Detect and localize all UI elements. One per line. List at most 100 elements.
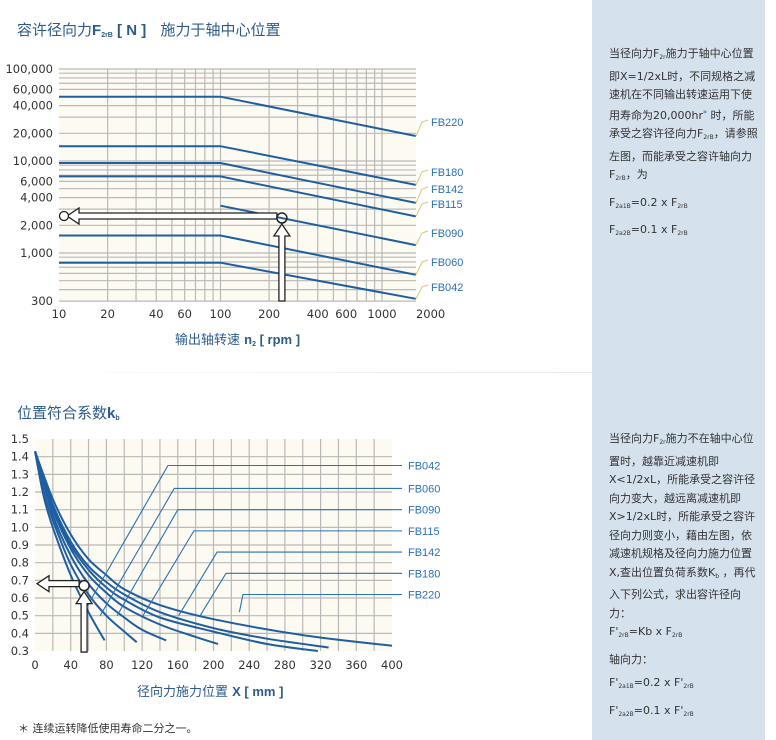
leader-line [116, 509, 402, 616]
text-segment: =0.1 x F' [633, 703, 684, 717]
leader-line [415, 259, 429, 275]
n-subscript: 2 [252, 341, 256, 348]
subscript-text: 2rB [683, 683, 694, 690]
leader-line [86, 464, 402, 608]
series-curve-fb220 [34, 451, 393, 647]
y-tick-label: 1.2 [11, 485, 29, 499]
text-segment: 当径向力F [609, 47, 660, 60]
series-line-fb090 [220, 204, 416, 247]
x-tick-label: 240 [238, 658, 260, 672]
series-line-fb115 [59, 175, 417, 218]
leader-line [415, 201, 429, 217]
title-symbol: F2rB [ N ] [92, 22, 146, 39]
leader-line [415, 169, 429, 186]
arrow-up-icon [272, 222, 292, 302]
n-symbol: n [244, 332, 253, 347]
text-segment: 当径向力F [609, 432, 660, 445]
subscript-text: 2a2B [615, 230, 631, 237]
xlabel-symbol: X [ mm ] [232, 684, 284, 699]
series-curve-fb115 [34, 451, 219, 645]
y-tick-label: 100,000 [5, 62, 53, 76]
x-tick-label: 280 [274, 658, 296, 672]
x-tick-label: 40 [149, 307, 164, 321]
y-tick-label: 0.5 [11, 609, 29, 623]
x-tick-label: 320 [310, 658, 332, 672]
x-tick-label: 360 [345, 658, 367, 672]
y-tick-label: 2,000 [20, 218, 53, 232]
arrow-left-icon [35, 574, 80, 593]
text-segment: ，再代入下列公式，求出容许径向力： [609, 565, 756, 620]
xlabel-text: 径向力施力位置 [137, 685, 233, 700]
leader-line [238, 593, 402, 613]
subscript-text: b [715, 572, 720, 580]
x-tick-label: 10 [52, 307, 67, 321]
info-text-centered-load: 当径向力F2r施力于轴中心位置即X=1/2xL时，不同规格之减速机在不同输出转速… [609, 45, 761, 249]
subscript-text: 2rB [615, 175, 626, 182]
subscript-text: 2rB [618, 632, 629, 639]
x-tick-label: 60 [177, 307, 192, 321]
y-tick-label: 20,000 [13, 126, 53, 140]
text-segment: 时，所能承受之容许径向力F [609, 108, 755, 141]
leader-line [142, 530, 402, 616]
subscript-text: 2r [659, 54, 666, 61]
leader-line [415, 284, 429, 300]
unit: [ N ] [112, 22, 147, 39]
y-tick-label: 0.6 [11, 591, 29, 605]
x-tick-label: 2000 [416, 307, 445, 321]
subscript-text: * [702, 108, 707, 118]
series-label-fb090: FB090 [431, 228, 463, 240]
series-line-fb042 [59, 261, 416, 300]
bottom-chart-title: 位置符合系数kb [17, 402, 120, 423]
xlabel-symbol: n2 [ rpm ] [244, 332, 300, 348]
x-tick-label: 200 [258, 307, 280, 321]
x-tick-label: 1000 [367, 307, 396, 321]
text-segment: =Kb x F [628, 625, 673, 638]
text-segment: 轴向力： [609, 652, 653, 666]
top-chart-title: 容许径向力F2rB [ N ] 施力于轴中心位置 [17, 19, 281, 40]
series-label-fb180: FB180 [408, 568, 440, 580]
y-tick-label: 0.8 [11, 556, 29, 570]
top-x-axis-label: 输出轴转速 n2 [ rpm ] [175, 329, 300, 348]
text-segment: 施力于轴中心位置即X=1/2xL时，不同规格之减速机在不同输出转速运用下使用寿命… [609, 47, 756, 122]
text-segment: 施力不在轴中心位置时，越靠近减速机即X<1/2xL，所能承受之容许径向力变大，越… [609, 432, 756, 579]
series-label-fb220: FB220 [431, 117, 463, 129]
footnote: ＊ 连续运转降低使用寿命二分之一。 [18, 722, 198, 735]
x-tick-label: 40 [63, 658, 78, 672]
text-segment: F' [609, 703, 619, 717]
series-label-fb042: FB042 [431, 282, 463, 294]
y-tick-label: 1,000 [20, 246, 53, 260]
info-text-offset-load: 当径向力F2r施力不在轴中心位置时，越靠近减速机即X<1/2xL，所能承受之容许… [609, 430, 761, 729]
paragraph: F'2a2B=0.1 x F'2rB [609, 702, 761, 725]
series-label-fb142: FB142 [431, 184, 463, 196]
series-label-fb060: FB060 [408, 483, 440, 495]
x-tick-label: 100 [210, 307, 232, 321]
subscript-text: 2a1B [615, 202, 631, 210]
series-line-fb060 [59, 234, 416, 276]
subscript-text: 2rB [677, 230, 688, 237]
subscript-text: 2rB [672, 632, 683, 639]
f-symbol: F [92, 22, 102, 39]
circle-marker-icon [78, 579, 90, 592]
subscript-text: 2rB [703, 134, 714, 141]
series-curve-fb090 [34, 451, 167, 642]
series-line-fb142 [59, 162, 417, 204]
subscript-text: 2r [659, 439, 666, 446]
y-tick-label: 4,000 [20, 191, 53, 205]
paragraph: F'2a1B=0.2 x F'2rB [609, 674, 761, 697]
bottom-chart: 1.5 1.4 1.3 1.2 1.1 1.0 0.9 0.8 0.7 0.6 0.5 0.4 0.30… [11, 432, 441, 672]
y-tick-label: 1.0 [11, 520, 29, 534]
leader-line [415, 119, 429, 137]
subscript-text: 2a2B [618, 710, 634, 718]
x-tick-label: 400 [307, 307, 329, 321]
circle-marker-icon [276, 212, 288, 224]
leader-line [199, 572, 402, 616]
y-tick-label: 300 [31, 294, 53, 308]
y-tick-label: 1.1 [11, 503, 29, 517]
subscript-text: 2rB [683, 710, 694, 718]
x-tick-label: 600 [335, 307, 357, 321]
x-tick-label: 160 [167, 658, 189, 672]
x-tick-label: 20 [100, 307, 115, 321]
bottom-x-axis-label: 径向力施力位置 X [ mm ] [137, 681, 283, 700]
leader-line [99, 487, 402, 616]
x-tick-label: 120 [131, 658, 153, 672]
